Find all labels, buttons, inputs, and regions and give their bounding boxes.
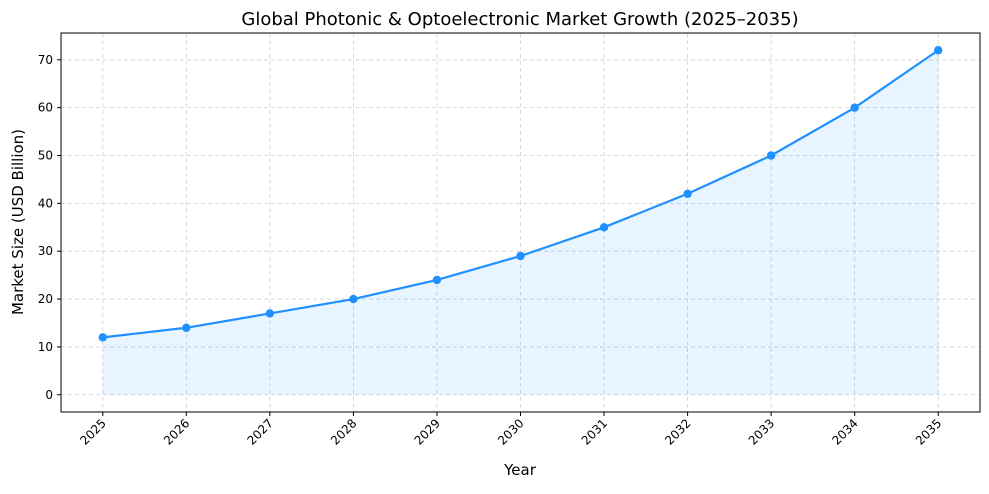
- x-tick-label: 2035: [913, 416, 944, 447]
- data-point: [600, 223, 608, 231]
- data-point: [516, 252, 524, 260]
- x-tick-label: 2031: [579, 416, 610, 447]
- y-tick-label: 10: [38, 340, 53, 354]
- y-axis-label: Market Size (USD Billion): [9, 129, 27, 315]
- data-point: [850, 103, 858, 111]
- data-point: [433, 276, 441, 284]
- data-point: [266, 309, 274, 317]
- y-tick-label: 30: [38, 244, 53, 258]
- x-axis: 2025 2026 2027 2028 2029 2030 2031 2032 2033 2034…: [77, 412, 944, 448]
- x-tick-label: 2034: [829, 416, 860, 447]
- data-point: [683, 190, 691, 198]
- data-point: [99, 333, 107, 341]
- x-tick-label: 2028: [328, 416, 359, 447]
- y-axis: 0 10 20 30 40 50 60 70: [38, 53, 61, 402]
- line-chart: Global Photonic & Optoelectronic Market …: [0, 0, 989, 490]
- data-point: [934, 46, 942, 54]
- x-tick-label: 2027: [244, 416, 275, 447]
- x-tick-label: 2032: [662, 416, 693, 447]
- x-tick-label: 2030: [495, 416, 526, 447]
- y-tick-label: 60: [38, 101, 53, 115]
- x-tick-label: 2026: [161, 416, 192, 447]
- y-tick-label: 0: [45, 388, 53, 402]
- data-point: [182, 324, 190, 332]
- y-tick-label: 40: [38, 196, 53, 210]
- y-tick-label: 50: [38, 149, 53, 163]
- data-point: [349, 295, 357, 303]
- x-tick-label: 2025: [77, 416, 108, 447]
- x-axis-label: Year: [503, 461, 537, 479]
- x-tick-label: 2029: [412, 416, 443, 447]
- y-tick-label: 70: [38, 53, 53, 67]
- x-tick-label: 2033: [746, 416, 777, 447]
- data-point: [767, 151, 775, 159]
- chart-title: Global Photonic & Optoelectronic Market …: [241, 9, 798, 30]
- y-tick-label: 20: [38, 292, 53, 306]
